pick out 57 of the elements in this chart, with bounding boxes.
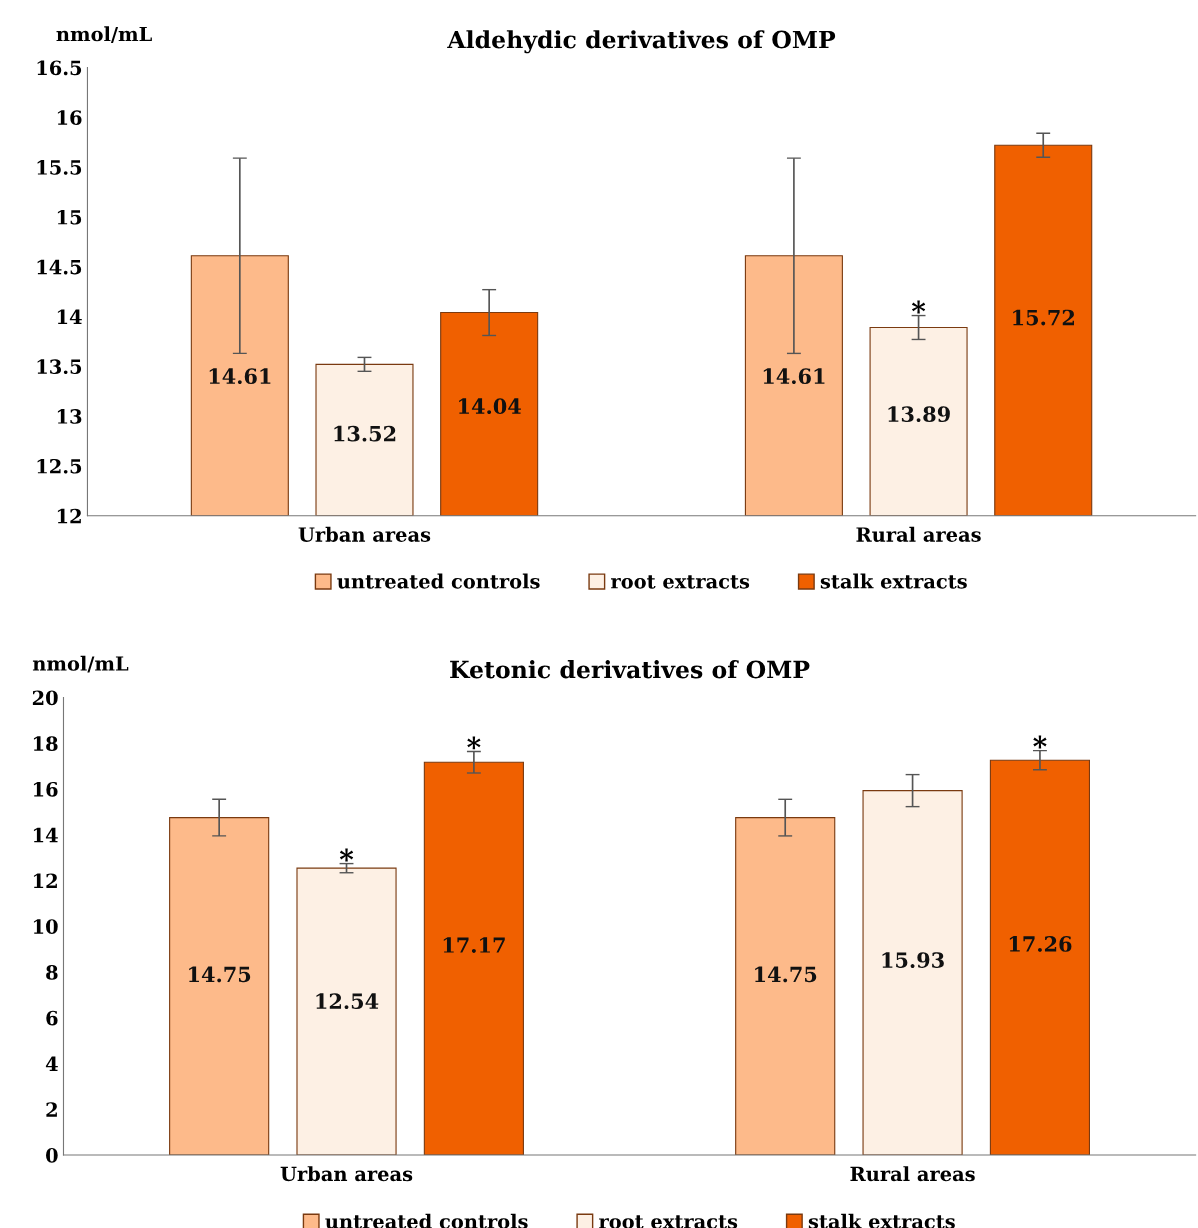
y-tick-label: 2 [46, 1102, 57, 1117]
annotation: * [1033, 735, 1047, 749]
x-tick-label: Rural areas [856, 526, 981, 542]
y-tick-label: 14 [57, 309, 82, 324]
y-tick-label: 20 [32, 690, 58, 706]
x-tick-label: Urban areas [298, 526, 431, 542]
y-tick-label: 13 [57, 409, 82, 424]
bar [423, 761, 524, 1156]
y-tick-label: 14.5 [37, 259, 82, 275]
y-tick-label: 16 [33, 781, 58, 797]
data-label: 12.54 [316, 993, 379, 1010]
y-tick-label: 8 [46, 964, 58, 980]
chart-title: Aldehydic derivatives of OMP [447, 30, 836, 54]
y-tick-label: 18 [33, 736, 58, 751]
bar [989, 759, 1091, 1156]
y-tick-label: 15.5 [37, 160, 82, 175]
y-tick-label: 16.5 [37, 60, 82, 76]
bar [735, 817, 836, 1156]
annotation: * [339, 848, 354, 862]
legend-label: untreated controls [325, 1213, 528, 1228]
legend-label: root extracts [611, 575, 750, 589]
y-axis-title: nmol/mL [56, 26, 152, 43]
legend-label: untreated controls [337, 573, 540, 589]
legend-label: root extracts [599, 1215, 738, 1228]
data-label: 17.26 [1009, 936, 1072, 952]
annotation: * [467, 736, 481, 750]
legend-label: stalk extracts [820, 573, 967, 589]
data-label: 15.93 [882, 952, 944, 968]
legend-label: stalk extracts [808, 1213, 955, 1228]
data-label: 15.72 [1013, 309, 1074, 326]
bar [862, 790, 963, 1156]
y-tick-label: 15 [57, 209, 82, 225]
x-tick-label: Rural areas [850, 1166, 975, 1182]
y-tick-label: 4 [45, 1056, 58, 1071]
data-label: 14.75 [755, 966, 817, 983]
x-tick-label: Urban areas [280, 1166, 413, 1182]
y-tick-label: 10 [33, 919, 58, 934]
y-tick-label: 12 [57, 508, 81, 524]
y-tick-label: 14 [33, 827, 58, 843]
y-tick-label: 6 [46, 1010, 58, 1026]
data-label: 17.17 [443, 937, 505, 953]
data-label: 14.04 [459, 398, 521, 415]
bar [296, 867, 397, 1156]
y-tick-label: 0 [46, 1148, 58, 1163]
data-label: 14.61 [209, 368, 271, 385]
data-label: 14.75 [189, 966, 251, 983]
annotation: * [911, 300, 926, 314]
y-tick-label: 12.5 [37, 458, 82, 474]
data-label: 14.61 [763, 368, 825, 385]
y-tick-label: 16 [57, 110, 82, 126]
y-tick-label: 12 [33, 873, 57, 888]
data-label: 13.52 [334, 425, 396, 442]
chart-title: Ketonic derivatives of OMP [450, 660, 810, 679]
data-label: 13.89 [888, 406, 950, 423]
bar [169, 817, 270, 1156]
y-tick-label: 13.5 [37, 359, 82, 375]
y-axis-title: nmol/mL [32, 655, 129, 673]
